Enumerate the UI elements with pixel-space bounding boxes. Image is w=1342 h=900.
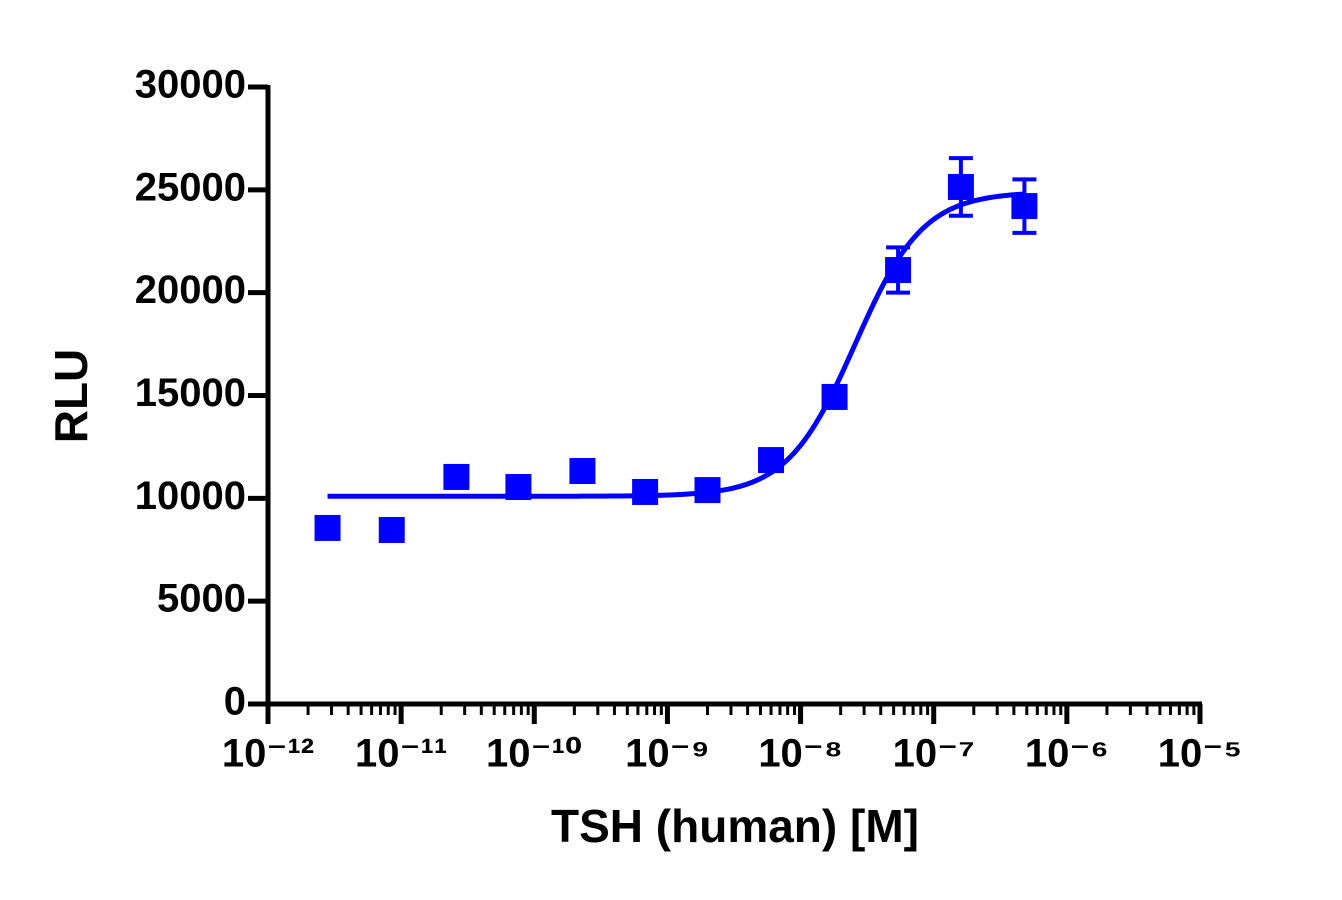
data-point	[758, 447, 785, 474]
data-point	[1011, 193, 1038, 220]
data-point	[569, 457, 596, 484]
y-axis-title: RLU	[45, 349, 97, 444]
x-tick-label: 10⁻⁵	[1158, 732, 1242, 776]
y-tick-label: 25000	[135, 165, 246, 209]
y-tick-label: 0	[224, 680, 246, 724]
data-point	[632, 478, 659, 505]
data-point	[314, 514, 341, 541]
x-tick-label: 10⁻⁸	[758, 732, 843, 776]
y-tick-label: 5000	[157, 577, 246, 621]
fit-curve	[327, 191, 1025, 499]
y-tick-label: 15000	[135, 371, 246, 415]
x-tick-label: 10⁻⁷	[893, 732, 975, 776]
y-tick-label: 30000	[135, 63, 246, 107]
data-point	[694, 477, 721, 504]
x-tick-label: 10⁻⁶	[1025, 732, 1109, 776]
data-point	[821, 383, 848, 410]
x-tick-label: 10⁻¹²	[222, 732, 314, 776]
data-point	[378, 517, 405, 544]
data-point	[885, 257, 912, 284]
data-point	[505, 474, 532, 501]
data-point	[947, 173, 974, 200]
x-tick-label: 10⁻¹¹	[355, 732, 447, 776]
x-axis-title: TSH (human) [M]	[551, 800, 919, 852]
y-tick-label: 10000	[135, 474, 246, 518]
data-point	[443, 463, 470, 490]
y-tick-label: 20000	[135, 268, 246, 312]
x-tick-label: 10⁻⁹	[625, 732, 710, 776]
x-tick-label: 10⁻¹⁰	[486, 732, 582, 776]
